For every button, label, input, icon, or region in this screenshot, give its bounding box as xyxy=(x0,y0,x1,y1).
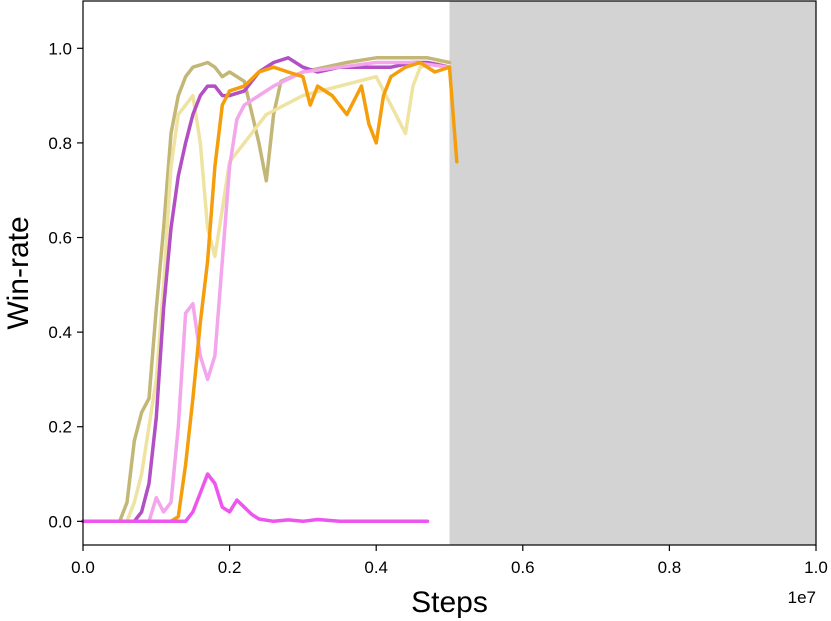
x-axis-title: Steps xyxy=(411,586,488,619)
x-axis-ticks: 0.0 0.2 0.4 0.6 0.8 1.0 xyxy=(71,545,828,577)
y-tick-label: 0.4 xyxy=(48,323,72,342)
series-line-4 xyxy=(81,60,452,524)
y-tick-label: 0.2 xyxy=(48,418,72,437)
y-axis-title: Win-rate xyxy=(2,216,35,329)
y-tick-label: 0.8 xyxy=(48,134,72,153)
x-tick-label: 0.6 xyxy=(511,558,535,577)
y-tick-label: 0.0 xyxy=(48,512,72,531)
series-layer xyxy=(81,56,459,524)
y-tick-label: 0.6 xyxy=(48,229,72,248)
x-tick-label: 0.8 xyxy=(658,558,682,577)
series-line-1 xyxy=(81,56,452,524)
x-tick-label: 1.0 xyxy=(804,558,828,577)
y-tick-label: 1.0 xyxy=(48,39,72,58)
series-line-6 xyxy=(81,472,430,524)
x-axis-offset-label: 1e7 xyxy=(788,588,816,607)
series-line-5 xyxy=(81,60,459,524)
x-tick-label: 0.2 xyxy=(218,558,242,577)
x-tick-label: 0.0 xyxy=(71,558,95,577)
x-tick-label: 0.4 xyxy=(364,558,388,577)
shaded-region xyxy=(449,1,816,545)
series-line-2 xyxy=(81,60,452,524)
plot-frame xyxy=(82,0,817,546)
y-axis-ticks: 0.0 0.2 0.4 0.6 0.8 1.0 xyxy=(48,39,83,531)
